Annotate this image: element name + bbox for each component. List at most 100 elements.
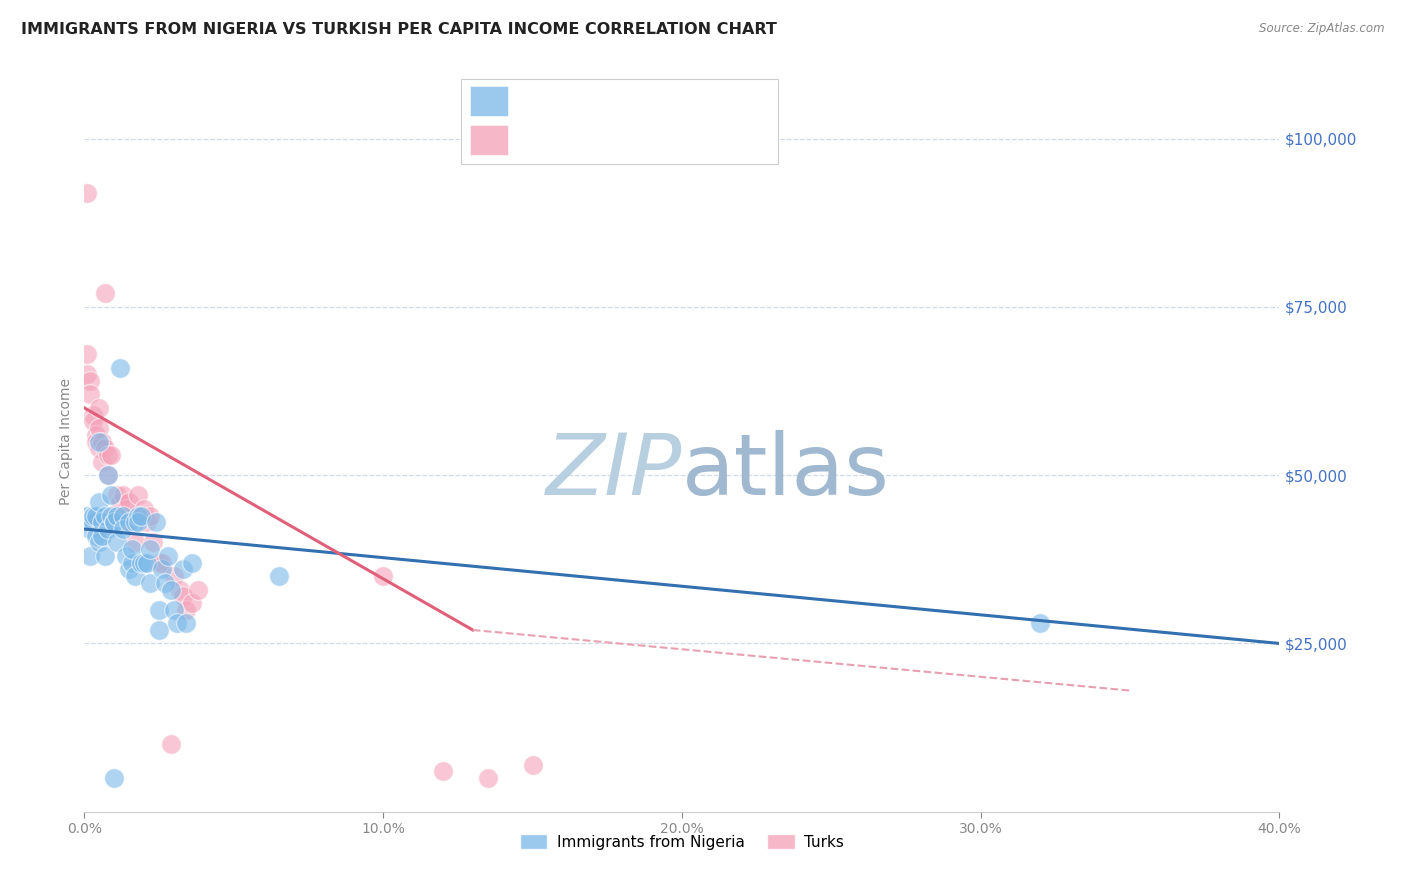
Point (166, 616, 188, 631)
Point (94, 508, 117, 523)
Point (82, 414, 104, 428)
Point (522, 757, 544, 772)
Point (86, 508, 108, 523)
Point (129, 508, 152, 523)
Point (136, 516, 159, 530)
Point (148, 623, 170, 637)
Point (86, 434, 108, 449)
Point (79, 549, 101, 563)
Point (76, 508, 98, 523)
Point (100, 488, 122, 502)
Point (89, 442, 111, 456)
Text: ZIP: ZIP (546, 430, 682, 513)
Point (105, 508, 128, 523)
Point (172, 590, 194, 604)
Point (115, 549, 138, 563)
Point (129, 508, 152, 523)
Point (112, 522, 135, 536)
Point (124, 569, 146, 583)
Point (82, 516, 104, 530)
Point (100, 448, 122, 462)
Point (82, 408, 104, 422)
Point (89, 434, 111, 449)
Point (76, 347, 98, 361)
Text: IMMIGRANTS FROM NIGERIA VS TURKISH PER CAPITA INCOME CORRELATION CHART: IMMIGRANTS FROM NIGERIA VS TURKISH PER C… (21, 22, 778, 37)
Point (163, 603, 186, 617)
Point (100, 508, 122, 523)
Point (124, 535, 146, 549)
Point (103, 516, 125, 530)
Y-axis label: Per Capita Income: Per Capita Income (59, 378, 73, 505)
Point (139, 575, 162, 590)
Point (160, 738, 183, 752)
Point (432, 764, 454, 779)
Point (163, 569, 186, 583)
Point (94, 286, 117, 301)
Point (103, 508, 125, 523)
Point (91, 516, 114, 530)
Point (187, 582, 209, 597)
Point (97, 468, 120, 483)
Point (97, 468, 120, 483)
Point (148, 603, 170, 617)
Point (91, 434, 114, 449)
Legend: Immigrants from Nigeria, Turks: Immigrants from Nigeria, Turks (513, 828, 851, 856)
Point (142, 535, 165, 549)
Point (97, 522, 120, 536)
Point (153, 575, 176, 590)
Point (94, 549, 117, 563)
Point (150, 562, 173, 576)
Point (76, 186, 98, 200)
Point (118, 516, 141, 530)
Point (91, 529, 114, 543)
Point (169, 582, 191, 597)
Point (103, 516, 125, 530)
Point (79, 374, 101, 388)
Point (121, 542, 143, 557)
Point (145, 516, 167, 530)
Point (136, 556, 159, 570)
Point (89, 401, 111, 415)
Point (181, 596, 204, 610)
Point (124, 516, 146, 530)
Point (139, 542, 162, 557)
Point (79, 522, 101, 536)
Point (110, 495, 132, 509)
Point (477, 771, 499, 785)
Point (89, 495, 111, 509)
Point (105, 488, 128, 502)
Point (172, 562, 194, 576)
Point (160, 582, 183, 597)
Point (157, 549, 180, 563)
Point (86, 529, 108, 543)
Point (112, 488, 135, 502)
Point (148, 556, 170, 570)
Point (174, 603, 197, 617)
Point (79, 387, 101, 401)
Point (118, 495, 141, 509)
Point (267, 569, 290, 583)
Point (132, 501, 156, 516)
Point (129, 556, 152, 570)
Point (112, 508, 135, 523)
Point (89, 421, 111, 435)
Point (115, 501, 138, 516)
Point (97, 448, 120, 462)
Point (82, 508, 104, 523)
Text: atlas: atlas (682, 430, 890, 513)
Text: Source: ZipAtlas.com: Source: ZipAtlas.com (1260, 22, 1385, 36)
Point (89, 535, 111, 549)
Point (91, 455, 114, 469)
Point (76, 368, 98, 382)
Point (127, 516, 149, 530)
Point (150, 556, 173, 570)
Point (118, 516, 141, 530)
Point (373, 569, 395, 583)
Point (121, 556, 143, 570)
Point (127, 508, 149, 523)
Point (132, 556, 156, 570)
Point (1029, 616, 1052, 631)
Point (139, 508, 162, 523)
Point (174, 616, 197, 631)
Point (181, 556, 204, 570)
